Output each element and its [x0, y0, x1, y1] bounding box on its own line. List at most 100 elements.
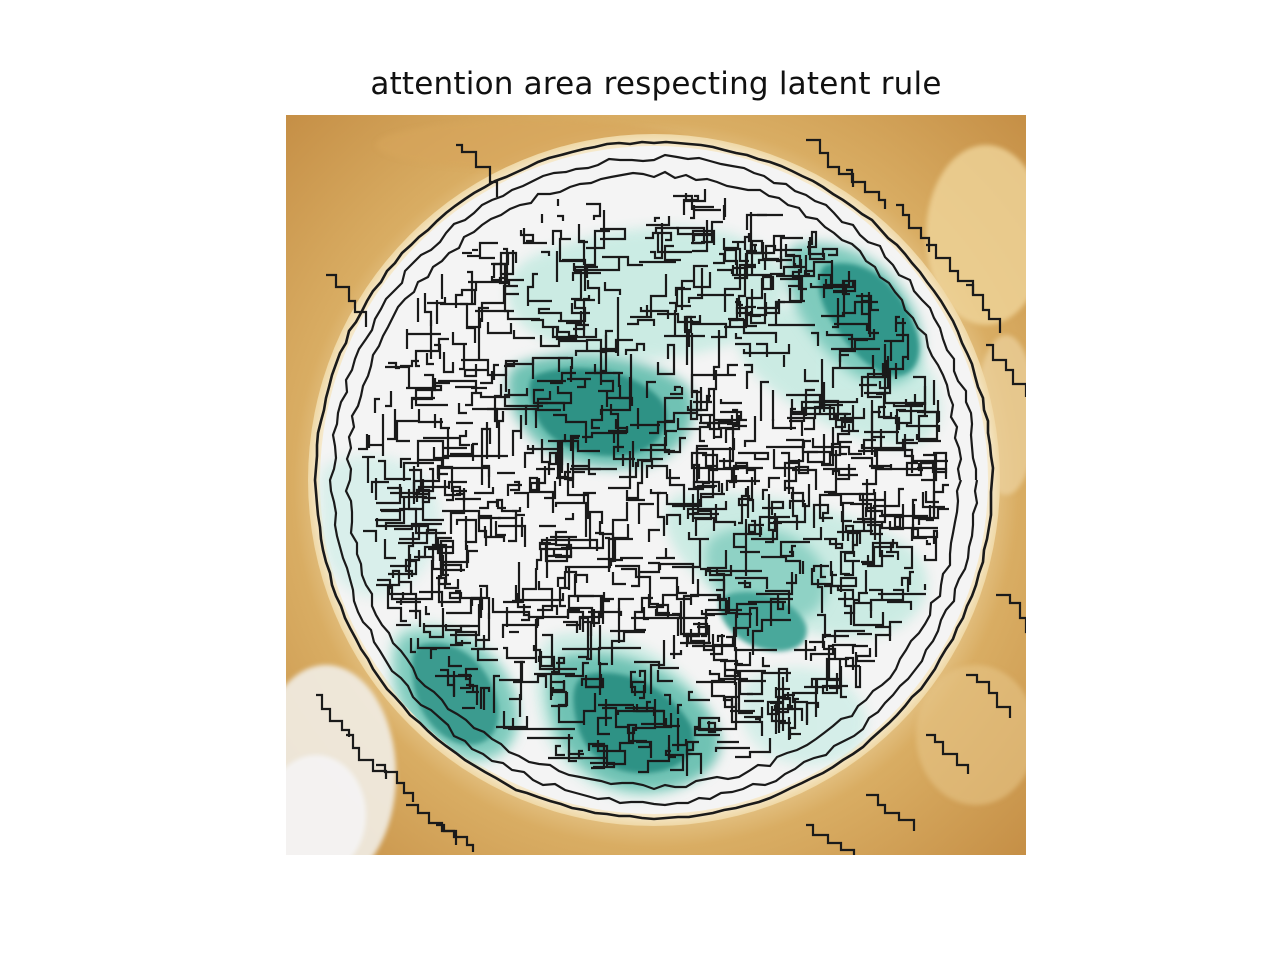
contour-line — [617, 597, 634, 612]
contour-line — [676, 703, 682, 714]
contour-line — [442, 352, 455, 374]
contour-line — [409, 609, 422, 627]
contour-line — [596, 716, 612, 736]
contour-line — [688, 453, 719, 491]
contour-line — [692, 480, 703, 488]
contour-line — [905, 461, 930, 477]
contour-line — [512, 507, 522, 513]
contour-line — [612, 445, 635, 461]
contour-line — [558, 463, 570, 486]
contour-line — [602, 706, 647, 743]
contour-line — [664, 693, 672, 705]
contour-line — [908, 570, 914, 585]
contour-line — [712, 635, 735, 662]
contour-line — [442, 509, 501, 520]
contour-line — [819, 564, 826, 579]
contour-line — [765, 589, 791, 614]
contour-line — [792, 468, 818, 490]
contour-line — [735, 289, 754, 315]
contour-line — [508, 513, 525, 543]
contour-line — [757, 279, 803, 310]
contour-line — [647, 528, 660, 542]
contour-line — [726, 363, 738, 374]
contour-line — [492, 674, 500, 713]
contour-line — [616, 709, 664, 715]
contour-line — [443, 480, 462, 502]
contour-line — [804, 388, 815, 416]
contour-line — [726, 600, 737, 615]
contour-line — [689, 394, 711, 412]
contour-line — [925, 540, 931, 546]
contour-line — [700, 565, 733, 577]
contour-line — [698, 421, 710, 443]
contour-line — [555, 323, 589, 341]
contour-line — [363, 529, 378, 542]
contour-line — [567, 734, 577, 763]
contour-line — [932, 529, 938, 544]
contour-line — [772, 667, 789, 712]
contour-line — [804, 255, 810, 276]
contour-line — [600, 227, 627, 241]
contour-line — [844, 524, 873, 549]
contour-line — [597, 646, 641, 666]
contour-line — [404, 550, 421, 577]
contour-line — [554, 744, 565, 757]
contour-line — [807, 237, 826, 261]
contour-line — [735, 576, 769, 589]
contour-line — [840, 420, 859, 433]
contour-line — [558, 586, 570, 608]
contour-line — [710, 634, 724, 656]
contour-line — [386, 586, 407, 623]
contour-line — [722, 447, 732, 470]
contour-line — [514, 491, 530, 508]
contour-line — [582, 431, 627, 439]
contour-line — [821, 247, 839, 257]
contour-line — [358, 434, 369, 451]
contour-line — [760, 618, 791, 632]
contour-line — [744, 363, 754, 389]
contour-line — [645, 464, 680, 480]
contour-line — [504, 358, 535, 392]
contour-line — [656, 491, 667, 536]
contour-line — [487, 407, 538, 428]
contour-line — [562, 625, 602, 651]
contour-line — [385, 365, 411, 388]
contour-line — [685, 742, 695, 776]
contour-line — [399, 580, 413, 594]
contour-line — [684, 315, 693, 365]
figure-title: attention area respecting latent rule — [370, 66, 942, 102]
contour-line — [832, 298, 840, 329]
contour-line — [831, 469, 858, 477]
contour-line — [554, 501, 588, 537]
contour-line — [848, 329, 876, 341]
contour-line — [966, 673, 1012, 718]
contour-line — [387, 409, 397, 441]
contour-line — [474, 487, 495, 495]
contour-line — [893, 515, 903, 529]
contour-line — [577, 749, 606, 760]
contour-line — [455, 518, 478, 550]
contour-line — [806, 138, 855, 187]
contour-line — [618, 699, 657, 750]
contour-line — [638, 747, 671, 774]
contour-line — [582, 491, 596, 503]
contour-line — [503, 388, 529, 408]
contour-line — [738, 488, 748, 525]
contour-line — [996, 593, 1026, 634]
contour-line — [450, 604, 481, 637]
contour-line — [738, 451, 770, 461]
contour-line — [460, 667, 478, 690]
contour-line — [550, 680, 566, 696]
contour-line — [735, 602, 757, 618]
contour-line — [398, 528, 438, 545]
contour-line — [447, 480, 467, 489]
contour-line — [535, 548, 543, 570]
contour-lines — [313, 138, 1026, 855]
contour-line — [565, 661, 589, 678]
contour-line — [570, 303, 590, 315]
contour-line — [602, 255, 643, 267]
contour-line — [900, 576, 910, 592]
contour-line — [738, 580, 752, 589]
contour-line — [786, 393, 843, 407]
contour-line — [786, 574, 798, 585]
